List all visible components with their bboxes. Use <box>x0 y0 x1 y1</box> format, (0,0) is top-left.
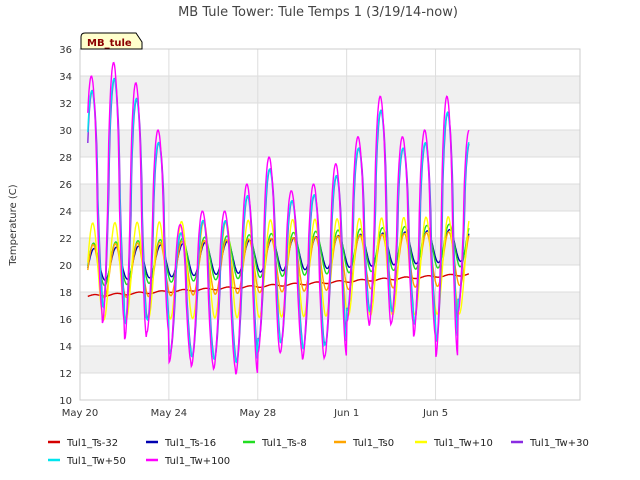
chart-title: MB Tule Tower: Tule Temps 1 (3/19/14-now… <box>178 5 458 20</box>
series-line-Tul1_Tw+10 <box>87 216 470 322</box>
series-line-Tul1_Tw+100 <box>87 61 470 375</box>
legend-label: Tul1_Tw+100 <box>164 456 230 467</box>
legend-label: Tul1_Ts0 <box>352 438 394 449</box>
plot-band <box>80 103 580 130</box>
y-tick-label: 26 <box>59 180 72 191</box>
series-lines <box>87 61 470 375</box>
y-tick-label: 28 <box>59 153 72 164</box>
plot-band <box>80 346 580 373</box>
y-axis-label: Temperature (C) <box>8 184 19 266</box>
y-tick-label: 22 <box>59 234 72 245</box>
y-tick-label: 12 <box>59 369 72 380</box>
plot-band <box>80 76 580 103</box>
station-label: MB_tule <box>87 38 132 49</box>
plot-band <box>80 373 580 400</box>
legend-label: Tul1_Tw+30 <box>529 438 589 449</box>
y-tick-labels: 10 12 14 16 18 20 22 24 26 28 30 32 34 36 <box>59 45 72 407</box>
y-tick-label: 10 <box>59 396 72 407</box>
legend-label: Tul1_Ts-16 <box>164 438 216 449</box>
plot-frame <box>79 48 581 401</box>
legend-label: Tul1_Tw+50 <box>66 456 126 467</box>
x-tick-label: Jun 5 <box>422 408 448 419</box>
x-tick-label: May 28 <box>239 408 276 419</box>
y-tick-label: 14 <box>59 342 72 353</box>
x-tick-labels: May 20 May 24 May 28 Jun 1 Jun 5 <box>62 408 448 419</box>
y-tick-label: 32 <box>59 99 72 110</box>
x-tick-label: Jun 1 <box>333 408 359 419</box>
plot-band <box>80 49 580 76</box>
y-tick-label: 18 <box>59 288 72 299</box>
y-tick-label: 34 <box>59 72 72 83</box>
y-tick-label: 24 <box>59 207 72 218</box>
y-tick-label: 36 <box>59 45 72 56</box>
y-tick-label: 30 <box>59 126 72 137</box>
plot-background <box>80 49 580 400</box>
plot-band <box>80 319 580 346</box>
plot-band <box>80 130 580 157</box>
legend-label: Tul1_Ts-8 <box>261 438 307 449</box>
y-tick-label: 16 <box>59 315 72 326</box>
legend-label: Tul1_Tw+10 <box>433 438 493 449</box>
y-tick-label: 20 <box>59 261 72 272</box>
x-tick-label: May 24 <box>151 408 188 419</box>
station-label-box: MB_tule <box>80 32 143 50</box>
legend: Tul1_Ts-32 Tul1_Ts-16 Tul1_Ts-8 Tul1_Ts0 Tul… <box>48 438 589 467</box>
x-tick-label: May 20 <box>62 408 99 419</box>
legend-label: Tul1_Ts-32 <box>66 438 118 449</box>
